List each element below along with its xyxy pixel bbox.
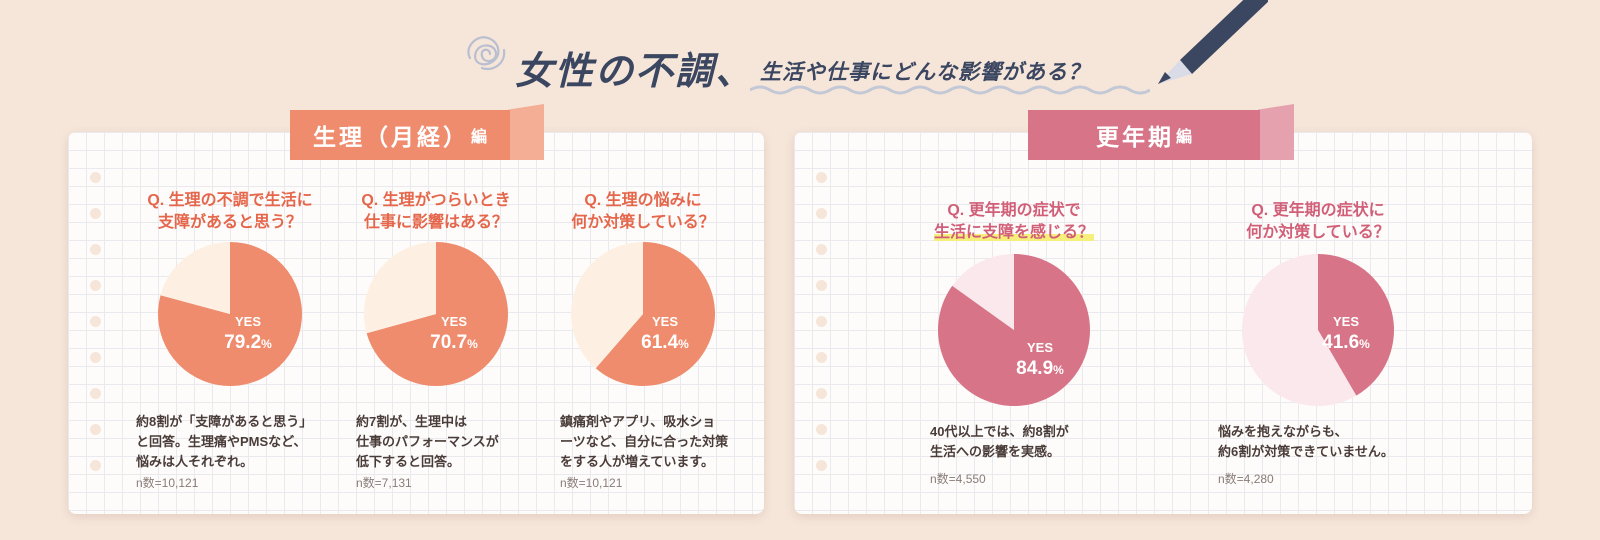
description-line: 悩みを抱えながらも、 xyxy=(1218,424,1348,439)
pie-chart: YES 79.2% xyxy=(158,242,302,386)
section-banner-menopause: 更年期編 xyxy=(1028,110,1260,160)
pie-yes-label: YES xyxy=(235,314,261,329)
question-line: 生活に支障を感じる？ xyxy=(933,224,1094,241)
question-line: 何か対策している？ xyxy=(571,214,715,231)
chart-description: 約8割が「支障があると思う」 と回答。生理痛やPMSなど、 悩みは人それぞれ。 xyxy=(136,412,312,472)
description-line: 約8割が「支障があると思う」 xyxy=(136,414,313,429)
notebook-holes xyxy=(816,172,827,496)
pie-value-label: 41.6% xyxy=(1322,332,1370,353)
chart-question: Q. 生理の不調で生活に 支障があると思う？ xyxy=(110,190,350,234)
description-line: 仕事のパフォーマンスが xyxy=(356,434,499,449)
question-line: 支障があると思う？ xyxy=(157,214,302,231)
section-banner-menstrual: 生理（月経）編 xyxy=(290,110,510,160)
description-line: 悩みは人それぞれ。 xyxy=(136,454,254,469)
pie-chart: YES 84.9% xyxy=(938,254,1090,406)
pie-value-label: 70.7% xyxy=(430,332,478,353)
pie-slice-no xyxy=(364,242,436,334)
pie-slice-no xyxy=(571,242,643,369)
question-line: Q. 生理の悩みに xyxy=(584,192,702,209)
description-line: 約7割が、生理中は xyxy=(356,414,467,429)
pie-value-label: 79.2% xyxy=(224,332,272,353)
description-line: 約6割が対策できていません。 xyxy=(1218,444,1394,459)
banner-tail xyxy=(508,104,544,160)
pie-value-label: 84.9% xyxy=(1016,358,1064,379)
description-line: をする人が増えています。 xyxy=(560,454,715,469)
section-label: 更年期 xyxy=(1095,124,1174,150)
pie-slice-yes xyxy=(366,242,508,386)
chart-description: 鎮痛剤やアプリ、吸水ショ ーツなど、自分に合った対策 をする人が増えています。 xyxy=(560,412,728,472)
description-line: ーツなど、自分に合った対策 xyxy=(560,434,729,449)
sample-size: n数=4,550 xyxy=(930,472,986,486)
menopause-panel xyxy=(794,132,1532,514)
chart-question: Q. 更年期の症状で 生活に支障を感じる？ xyxy=(894,200,1134,244)
pie-yes-label: YES xyxy=(1027,340,1053,355)
chart-description: 約7割が、生理中は仕事のパフォーマンスが 低下すると回答。 xyxy=(356,412,499,472)
pie-slice-yes xyxy=(1318,254,1394,396)
pencil-icon xyxy=(1158,0,1268,84)
question-line: Q. 生理の不調で生活に xyxy=(147,192,313,209)
question-line: 何か対策している？ xyxy=(1246,224,1390,241)
description-line: 40代以上では、約8割が xyxy=(930,424,1069,439)
pie-value-label: 61.4% xyxy=(641,332,689,353)
sample-size: n数=10,121 xyxy=(136,476,199,490)
pie-yes-label: YES xyxy=(652,314,678,329)
notebook-holes xyxy=(90,172,101,496)
sample-size: n数=7,131 xyxy=(356,476,412,490)
page-subtitle: 生活や仕事にどんな影響がある？ xyxy=(760,59,1090,84)
pie-chart: YES 61.4% xyxy=(571,242,715,386)
wave-underline xyxy=(750,85,1150,95)
question-line: Q. 更年期の症状に xyxy=(1251,202,1385,219)
chart-question: Q. 生理がつらいとき 仕事に影響はある？ xyxy=(316,190,556,234)
description-line: 鎮痛剤やアプリ、吸水ショ xyxy=(560,414,716,429)
description-line: 生活への影響を実感。 xyxy=(930,444,1061,459)
question-line: Q. 生理がつらいとき xyxy=(361,192,511,209)
section-suffix: 編 xyxy=(1175,129,1192,146)
question-line: Q. 更年期の症状で xyxy=(947,202,1081,219)
pie-slice-yes xyxy=(595,242,715,386)
sample-size: n数=4,280 xyxy=(1218,472,1274,486)
pie-yes-label: YES xyxy=(1333,314,1359,329)
sample-size: n数=10,121 xyxy=(560,476,623,490)
pie-slice-no xyxy=(160,242,230,314)
chart-description: 40代以上では、約8割が 生活への影響を実感。 xyxy=(930,422,1069,462)
pie-chart: YES 41.6% xyxy=(1242,254,1394,406)
page-title: 女性の不調、 xyxy=(515,48,756,93)
pie-chart: YES 70.7% xyxy=(364,242,508,386)
question-line: 仕事に影響はある？ xyxy=(363,214,508,231)
banner-tail xyxy=(1258,104,1294,160)
description-line: と回答。生理痛やPMSなど、 xyxy=(136,434,307,449)
scribble-icon xyxy=(467,36,506,71)
description-line: 低下すると回答。 xyxy=(356,454,461,469)
section-label: 生理（月経） xyxy=(312,124,469,150)
page-header: 女性の不調、 生活や仕事にどんな影響がある？ xyxy=(0,0,1600,110)
chart-question: Q. 更年期の症状に 何か対策している？ xyxy=(1198,200,1438,244)
section-suffix: 編 xyxy=(470,129,487,146)
chart-question: Q. 生理の悩みに 何か対策している？ xyxy=(523,190,763,234)
pie-yes-label: YES xyxy=(441,314,467,329)
pie-slice-no xyxy=(1242,254,1357,406)
pie-slice-no xyxy=(952,254,1014,330)
chart-description: 悩みを抱えながらも、約6割が対策できていません。 xyxy=(1218,422,1394,462)
